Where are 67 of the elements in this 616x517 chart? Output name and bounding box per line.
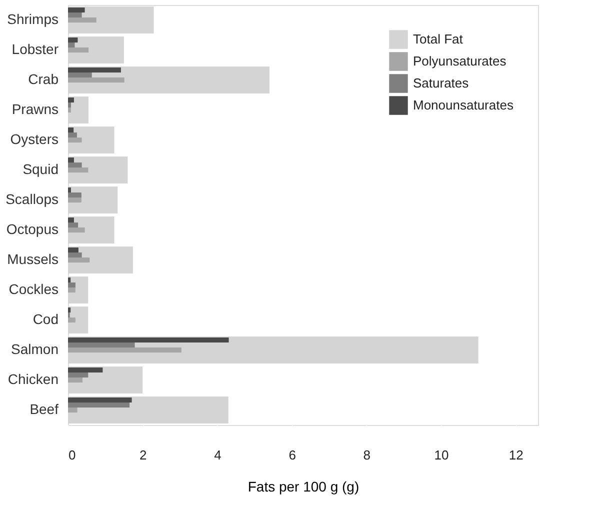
bar bbox=[68, 228, 85, 232]
x-tick-label: 8 bbox=[363, 448, 371, 462]
legend-label: Saturates bbox=[413, 76, 470, 90]
bar bbox=[68, 378, 83, 382]
bar bbox=[68, 192, 82, 198]
y-tick-label: Mussels bbox=[7, 251, 58, 267]
bar bbox=[68, 258, 90, 262]
bar bbox=[68, 68, 121, 72]
bar bbox=[68, 278, 71, 282]
bar bbox=[68, 248, 78, 252]
y-tick-label: Cod bbox=[32, 311, 58, 327]
bar bbox=[68, 138, 82, 142]
y-tick-label: Salmon bbox=[11, 341, 58, 357]
bar bbox=[68, 368, 103, 372]
bar bbox=[68, 8, 85, 12]
bar bbox=[68, 98, 74, 102]
bar bbox=[68, 198, 82, 202]
y-tick-label: Lobster bbox=[12, 41, 59, 57]
y-tick-label: Squid bbox=[22, 161, 58, 177]
bar bbox=[68, 338, 229, 342]
bar bbox=[68, 78, 124, 82]
y-tick-label: Cockles bbox=[8, 281, 58, 297]
bar bbox=[68, 408, 78, 412]
legend-label: Monounsaturates bbox=[413, 98, 514, 112]
y-tick-label: Prawns bbox=[12, 101, 58, 117]
y-tick-label: Shrimps bbox=[7, 11, 58, 27]
bar bbox=[68, 128, 74, 132]
y-tick-label: Chicken bbox=[8, 371, 58, 387]
x-tick-label: 12 bbox=[508, 448, 524, 462]
bar bbox=[68, 132, 77, 138]
bar bbox=[68, 218, 74, 222]
bar bbox=[68, 372, 88, 378]
bar bbox=[68, 308, 71, 312]
bar bbox=[68, 168, 88, 172]
bar bbox=[68, 48, 89, 52]
bar bbox=[68, 162, 82, 168]
y-tick-label: Scallops bbox=[6, 191, 58, 207]
x-tick-label: 4 bbox=[214, 448, 222, 462]
bar bbox=[68, 402, 130, 408]
bar bbox=[68, 42, 75, 48]
bar bbox=[68, 252, 82, 258]
bar bbox=[68, 222, 78, 228]
y-tick-label: Octopus bbox=[6, 221, 58, 237]
bar bbox=[68, 188, 71, 192]
bar bbox=[68, 288, 76, 292]
legend-label: Total Fat bbox=[413, 32, 464, 46]
y-tick-label: Crab bbox=[28, 71, 59, 87]
bar bbox=[68, 282, 76, 288]
y-tick-label: Oysters bbox=[10, 131, 58, 147]
bar bbox=[68, 72, 92, 78]
x-tick-label: 0 bbox=[68, 448, 76, 462]
x-tick-label: 10 bbox=[434, 448, 449, 462]
bar bbox=[68, 158, 74, 162]
bar bbox=[68, 102, 71, 108]
x-tick-label: 6 bbox=[288, 448, 296, 462]
bar bbox=[68, 318, 76, 322]
bar bbox=[68, 342, 135, 348]
y-tick-label: Beef bbox=[30, 401, 59, 417]
bar bbox=[68, 398, 132, 402]
x-axis-title: Fats per 100 g (g) bbox=[248, 478, 360, 494]
bar bbox=[68, 18, 96, 22]
bar bbox=[68, 12, 82, 18]
legend-label: Polyunsaturates bbox=[413, 54, 507, 68]
bar bbox=[68, 348, 182, 352]
x-tick-label: 2 bbox=[139, 448, 147, 462]
bar bbox=[68, 38, 78, 42]
bar bbox=[68, 108, 71, 112]
